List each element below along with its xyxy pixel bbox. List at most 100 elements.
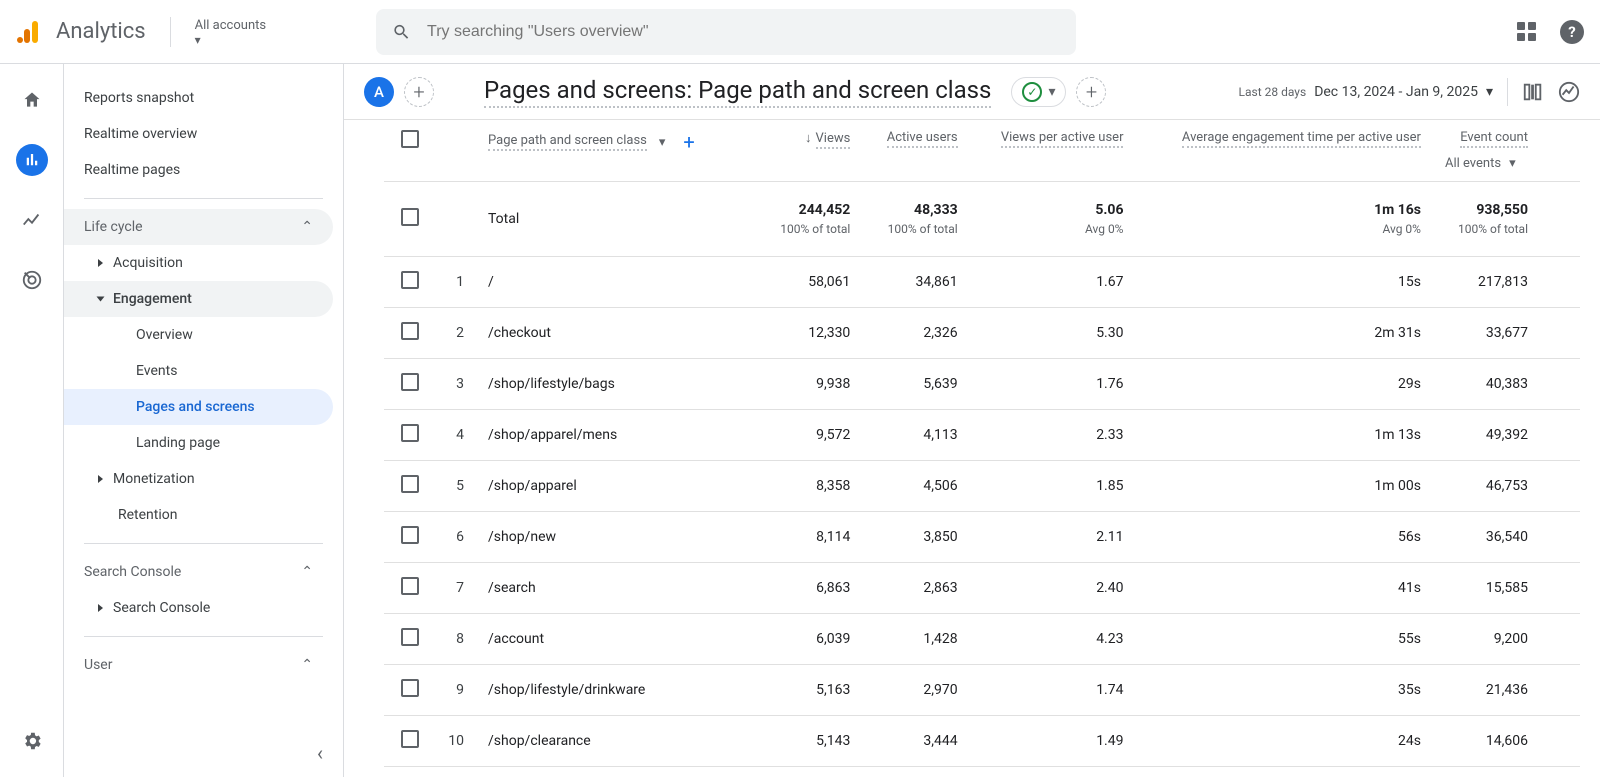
row-engagement: 35s — [1135, 665, 1432, 716]
table-row[interactable]: 1/58,06134,8611.6715s217,813 — [384, 257, 1580, 308]
sidebar-engagement-pages[interactable]: Pages and screens — [64, 389, 333, 425]
col-event-count[interactable]: Event count All events ▾ — [1433, 120, 1540, 182]
rail-explore[interactable] — [16, 204, 48, 236]
row-views: 6,039 — [756, 614, 862, 665]
checkbox[interactable] — [401, 322, 419, 340]
row-index: 9 — [436, 665, 476, 716]
rail-reports[interactable] — [16, 144, 48, 176]
checkbox[interactable] — [401, 271, 419, 289]
sidebar-reports-snapshot[interactable]: Reports snapshot — [64, 80, 343, 116]
table-row[interactable]: 2/checkout12,3302,3265.302m 31s33,677 — [384, 308, 1580, 359]
sidebar-realtime-overview[interactable]: Realtime overview — [64, 116, 343, 152]
dimension-selector[interactable]: Page path and screen class — [488, 133, 647, 151]
sidebar-engagement[interactable]: Engagement — [64, 281, 333, 317]
apps-icon[interactable] — [1517, 22, 1536, 41]
sidebar-engagement-landing[interactable]: Landing page — [64, 425, 333, 461]
checkbox[interactable] — [401, 208, 419, 226]
segment-badge[interactable]: A — [364, 77, 394, 107]
table-row[interactable]: 4/shop/apparel/mens9,5724,1132.331m 13s4… — [384, 410, 1580, 461]
col-views-per-user[interactable]: Views per active user — [970, 120, 1136, 182]
row-vpu: 2.40 — [970, 563, 1136, 614]
sidebar-acquisition[interactable]: Acquisition — [64, 245, 333, 281]
table-row[interactable]: 9/shop/lifestyle/drinkware5,1632,9701.74… — [384, 665, 1580, 716]
page-title: Pages and screens: Page path and screen … — [484, 76, 991, 108]
col-avg-engagement[interactable]: Average engagement time per active user — [1135, 120, 1432, 182]
account-selector[interactable]: All accounts ▾ — [170, 17, 266, 47]
add-segment-button[interactable]: + — [404, 77, 434, 107]
row-vpu: 5.30 — [970, 308, 1136, 359]
col-views[interactable]: ↓Views — [756, 120, 862, 182]
sidebar-realtime-pages[interactable]: Realtime pages — [64, 152, 343, 188]
date-range-value: Dec 13, 2024 - Jan 9, 2025 — [1314, 84, 1478, 100]
row-vpu: 2.33 — [970, 410, 1136, 461]
row-engagement: 55s — [1135, 614, 1432, 665]
row-engagement: 29s — [1135, 359, 1432, 410]
row-path[interactable]: /account — [476, 614, 756, 665]
rail-advertising[interactable] — [16, 264, 48, 296]
table-row[interactable]: 10/shop/clearance5,1433,4441.4924s14,606 — [384, 716, 1580, 767]
row-events: 9,200 — [1433, 614, 1540, 665]
event-selector[interactable]: All events ▾ — [1445, 156, 1528, 171]
row-path[interactable]: /search — [476, 563, 756, 614]
caret-down-icon — [97, 297, 105, 302]
checkbox[interactable] — [401, 526, 419, 544]
row-views: 58,061 — [756, 257, 862, 308]
row-events: 46,753 — [1433, 461, 1540, 512]
rail-admin[interactable] — [16, 725, 48, 757]
table-row[interactable]: 8/account6,0391,4284.2355s9,200 — [384, 614, 1580, 665]
compare-icon[interactable] — [1522, 81, 1544, 103]
collapse-sidebar-button[interactable]: ‹ — [317, 741, 323, 765]
sidebar-monetization[interactable]: Monetization — [64, 461, 333, 497]
table-row[interactable]: 5/shop/apparel8,3584,5061.851m 00s46,753 — [384, 461, 1580, 512]
checkbox[interactable] — [401, 424, 419, 442]
search-input[interactable] — [427, 23, 1060, 41]
table-row[interactable]: 6/shop/new8,1143,8502.1156s36,540 — [384, 512, 1580, 563]
chevron-down-icon: ▾ — [1486, 84, 1493, 100]
table-row[interactable]: 7/search6,8632,8632.4041s15,585 — [384, 563, 1580, 614]
add-comparison-button[interactable]: + — [1076, 77, 1106, 107]
help-icon[interactable]: ? — [1560, 20, 1584, 44]
add-dimension-button[interactable]: + — [683, 130, 694, 154]
row-path[interactable]: /shop/apparel — [476, 461, 756, 512]
row-path[interactable]: /shop/lifestyle/bags — [476, 359, 756, 410]
checkbox[interactable] — [401, 577, 419, 595]
row-index: 1 — [436, 257, 476, 308]
row-path[interactable]: /checkout — [476, 308, 756, 359]
sidebar-section-search-console[interactable]: Search Console ⌃ — [64, 554, 333, 590]
sidebar-section-lifecycle[interactable]: Life cycle ⌃ — [64, 209, 333, 245]
app-name: Analytics — [56, 19, 146, 44]
checkbox[interactable] — [401, 679, 419, 697]
date-range-picker[interactable]: Last 28 days Dec 13, 2024 - Jan 9, 2025 … — [1239, 84, 1493, 100]
row-path[interactable]: /shop/lifestyle/drinkware — [476, 665, 756, 716]
row-path[interactable]: /shop/clearance — [476, 716, 756, 767]
rail-home[interactable] — [16, 84, 48, 116]
sidebar-section-user[interactable]: User ⌃ — [64, 647, 333, 683]
sidebar-search-console[interactable]: Search Console — [64, 590, 333, 626]
col-active-users[interactable]: Active users — [862, 120, 969, 182]
checkbox[interactable] — [401, 373, 419, 391]
sidebar-engagement-events[interactable]: Events — [64, 353, 333, 389]
row-engagement: 24s — [1135, 716, 1432, 767]
search-bar[interactable] — [376, 9, 1076, 55]
insights-icon[interactable] — [1558, 81, 1580, 103]
row-users: 1,428 — [862, 614, 969, 665]
row-engagement: 2m 31s — [1135, 308, 1432, 359]
row-views: 8,114 — [756, 512, 862, 563]
checkbox[interactable] — [401, 628, 419, 646]
row-engagement: 56s — [1135, 512, 1432, 563]
checkbox[interactable] — [401, 475, 419, 493]
row-path[interactable]: /shop/apparel/mens — [476, 410, 756, 461]
sidebar-retention[interactable]: Retention — [64, 497, 333, 533]
row-path[interactable]: /shop/new — [476, 512, 756, 563]
sidebar-engagement-overview[interactable]: Overview — [64, 317, 333, 353]
row-vpu: 4.23 — [970, 614, 1136, 665]
analytics-logo-icon — [16, 19, 42, 45]
row-users: 4,506 — [862, 461, 969, 512]
logo[interactable]: Analytics — [16, 19, 146, 45]
status-pill[interactable]: ✓ ▾ — [1011, 77, 1066, 107]
row-path[interactable]: / — [476, 257, 756, 308]
search-icon — [392, 22, 411, 42]
table-row[interactable]: 3/shop/lifestyle/bags9,9385,6391.7629s40… — [384, 359, 1580, 410]
checkbox[interactable] — [401, 730, 419, 748]
checkbox-all[interactable] — [401, 130, 419, 148]
